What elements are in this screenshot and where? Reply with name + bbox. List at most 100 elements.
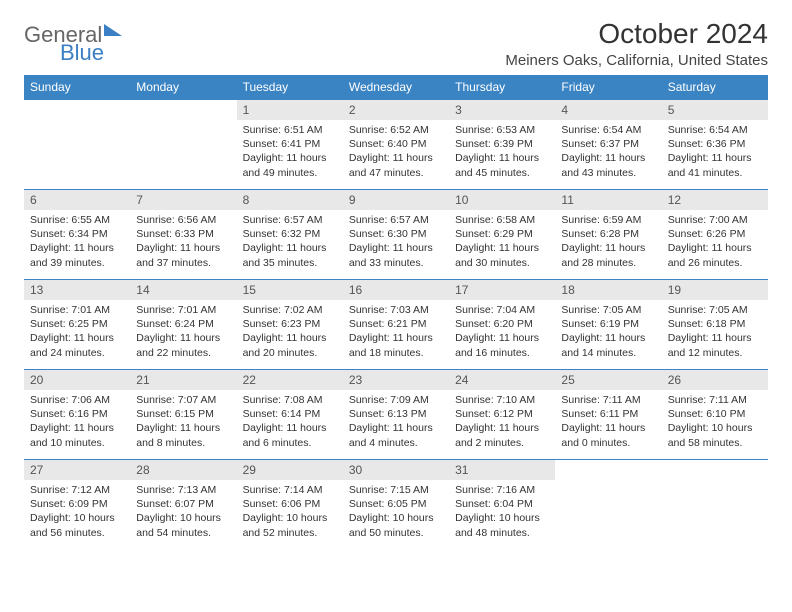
calendar-day-cell: 7Sunrise: 6:56 AMSunset: 6:33 PMDaylight… bbox=[130, 190, 236, 280]
day-line: and 28 minutes. bbox=[561, 256, 655, 270]
day-line: Sunset: 6:05 PM bbox=[349, 497, 443, 511]
calendar-day-cell: 1Sunrise: 6:51 AMSunset: 6:41 PMDaylight… bbox=[237, 100, 343, 190]
day-content: Sunrise: 7:00 AMSunset: 6:26 PMDaylight:… bbox=[662, 210, 768, 275]
weekday-header: Saturday bbox=[662, 75, 768, 100]
day-number: 20 bbox=[24, 370, 130, 390]
day-content: Sunrise: 7:14 AMSunset: 6:06 PMDaylight:… bbox=[237, 480, 343, 545]
day-content: Sunrise: 7:09 AMSunset: 6:13 PMDaylight:… bbox=[343, 390, 449, 455]
day-line: and 16 minutes. bbox=[455, 346, 549, 360]
calendar-week-row: 6Sunrise: 6:55 AMSunset: 6:34 PMDaylight… bbox=[24, 190, 768, 280]
day-line: Sunset: 6:32 PM bbox=[243, 227, 337, 241]
day-content: Sunrise: 7:06 AMSunset: 6:16 PMDaylight:… bbox=[24, 390, 130, 455]
day-line: Sunrise: 7:14 AM bbox=[243, 483, 337, 497]
day-number: 1 bbox=[237, 100, 343, 120]
day-line: Sunset: 6:37 PM bbox=[561, 137, 655, 151]
day-line: and 48 minutes. bbox=[455, 526, 549, 540]
day-line: Daylight: 11 hours bbox=[668, 331, 762, 345]
day-line: and 45 minutes. bbox=[455, 166, 549, 180]
day-line: and 14 minutes. bbox=[561, 346, 655, 360]
day-number: 22 bbox=[237, 370, 343, 390]
day-line: Daylight: 11 hours bbox=[455, 421, 549, 435]
day-line: Sunrise: 7:12 AM bbox=[30, 483, 124, 497]
day-line: and 30 minutes. bbox=[455, 256, 549, 270]
calendar-day-cell: 5Sunrise: 6:54 AMSunset: 6:36 PMDaylight… bbox=[662, 100, 768, 190]
day-number: 25 bbox=[555, 370, 661, 390]
weekday-header: Thursday bbox=[449, 75, 555, 100]
day-line: and 24 minutes. bbox=[30, 346, 124, 360]
day-line: Sunset: 6:10 PM bbox=[668, 407, 762, 421]
day-line: Sunrise: 7:13 AM bbox=[136, 483, 230, 497]
calendar-week-row: 20Sunrise: 7:06 AMSunset: 6:16 PMDayligh… bbox=[24, 370, 768, 460]
day-line: Sunrise: 7:00 AM bbox=[668, 213, 762, 227]
day-line: and 56 minutes. bbox=[30, 526, 124, 540]
day-line: Daylight: 11 hours bbox=[136, 241, 230, 255]
calendar-day-cell bbox=[130, 100, 236, 190]
day-content: Sunrise: 7:11 AMSunset: 6:10 PMDaylight:… bbox=[662, 390, 768, 455]
day-line: and 43 minutes. bbox=[561, 166, 655, 180]
day-number: 3 bbox=[449, 100, 555, 120]
day-content: Sunrise: 6:54 AMSunset: 6:36 PMDaylight:… bbox=[662, 120, 768, 185]
day-number: 7 bbox=[130, 190, 236, 210]
calendar-day-cell: 20Sunrise: 7:06 AMSunset: 6:16 PMDayligh… bbox=[24, 370, 130, 460]
day-number: 8 bbox=[237, 190, 343, 210]
weekday-header: Sunday bbox=[24, 75, 130, 100]
day-line: Daylight: 10 hours bbox=[30, 511, 124, 525]
day-line: Sunset: 6:30 PM bbox=[349, 227, 443, 241]
day-line: Sunset: 6:39 PM bbox=[455, 137, 549, 151]
day-line: Sunset: 6:40 PM bbox=[349, 137, 443, 151]
day-line: Daylight: 11 hours bbox=[243, 421, 337, 435]
day-line: Daylight: 11 hours bbox=[349, 421, 443, 435]
day-content: Sunrise: 7:01 AMSunset: 6:24 PMDaylight:… bbox=[130, 300, 236, 365]
day-line: and 0 minutes. bbox=[561, 436, 655, 450]
day-line: Sunset: 6:13 PM bbox=[349, 407, 443, 421]
day-line: Sunrise: 6:57 AM bbox=[349, 213, 443, 227]
calendar-day-cell: 12Sunrise: 7:00 AMSunset: 6:26 PMDayligh… bbox=[662, 190, 768, 280]
day-line: and 52 minutes. bbox=[243, 526, 337, 540]
calendar-day-cell: 29Sunrise: 7:14 AMSunset: 6:06 PMDayligh… bbox=[237, 460, 343, 550]
calendar-day-cell: 16Sunrise: 7:03 AMSunset: 6:21 PMDayligh… bbox=[343, 280, 449, 370]
day-line: Sunset: 6:16 PM bbox=[30, 407, 124, 421]
calendar-day-cell: 10Sunrise: 6:58 AMSunset: 6:29 PMDayligh… bbox=[449, 190, 555, 280]
day-line: Sunrise: 7:05 AM bbox=[668, 303, 762, 317]
day-content: Sunrise: 7:01 AMSunset: 6:25 PMDaylight:… bbox=[24, 300, 130, 365]
calendar-day-cell: 2Sunrise: 6:52 AMSunset: 6:40 PMDaylight… bbox=[343, 100, 449, 190]
day-content: Sunrise: 7:12 AMSunset: 6:09 PMDaylight:… bbox=[24, 480, 130, 545]
calendar-day-cell: 3Sunrise: 6:53 AMSunset: 6:39 PMDaylight… bbox=[449, 100, 555, 190]
day-number: 6 bbox=[24, 190, 130, 210]
day-line: Sunset: 6:04 PM bbox=[455, 497, 549, 511]
day-line: and 33 minutes. bbox=[349, 256, 443, 270]
calendar-day-cell: 11Sunrise: 6:59 AMSunset: 6:28 PMDayligh… bbox=[555, 190, 661, 280]
day-line: Sunrise: 6:58 AM bbox=[455, 213, 549, 227]
day-line: and 4 minutes. bbox=[349, 436, 443, 450]
day-line: Daylight: 11 hours bbox=[30, 421, 124, 435]
day-number: 14 bbox=[130, 280, 236, 300]
calendar-day-cell: 14Sunrise: 7:01 AMSunset: 6:24 PMDayligh… bbox=[130, 280, 236, 370]
logo: General Blue bbox=[24, 18, 122, 64]
day-line: Daylight: 11 hours bbox=[561, 331, 655, 345]
day-line: Sunset: 6:36 PM bbox=[668, 137, 762, 151]
day-line: Daylight: 10 hours bbox=[668, 421, 762, 435]
calendar-day-cell: 23Sunrise: 7:09 AMSunset: 6:13 PMDayligh… bbox=[343, 370, 449, 460]
day-line: Sunset: 6:15 PM bbox=[136, 407, 230, 421]
day-line: Sunrise: 7:11 AM bbox=[668, 393, 762, 407]
calendar-day-cell: 22Sunrise: 7:08 AMSunset: 6:14 PMDayligh… bbox=[237, 370, 343, 460]
day-line: and 18 minutes. bbox=[349, 346, 443, 360]
day-line: Sunrise: 6:56 AM bbox=[136, 213, 230, 227]
weekday-header: Tuesday bbox=[237, 75, 343, 100]
day-content: Sunrise: 7:16 AMSunset: 6:04 PMDaylight:… bbox=[449, 480, 555, 545]
day-line: Daylight: 10 hours bbox=[349, 511, 443, 525]
day-line: Sunset: 6:41 PM bbox=[243, 137, 337, 151]
day-line: Daylight: 11 hours bbox=[30, 241, 124, 255]
day-line: and 54 minutes. bbox=[136, 526, 230, 540]
day-content: Sunrise: 7:05 AMSunset: 6:18 PMDaylight:… bbox=[662, 300, 768, 365]
day-content bbox=[555, 466, 661, 474]
day-number: 28 bbox=[130, 460, 236, 480]
calendar-day-cell bbox=[555, 460, 661, 550]
day-line: Daylight: 11 hours bbox=[349, 241, 443, 255]
day-content: Sunrise: 7:04 AMSunset: 6:20 PMDaylight:… bbox=[449, 300, 555, 365]
day-number: 21 bbox=[130, 370, 236, 390]
day-line: and 6 minutes. bbox=[243, 436, 337, 450]
day-content: Sunrise: 6:59 AMSunset: 6:28 PMDaylight:… bbox=[555, 210, 661, 275]
day-content: Sunrise: 7:05 AMSunset: 6:19 PMDaylight:… bbox=[555, 300, 661, 365]
day-line: Daylight: 11 hours bbox=[561, 421, 655, 435]
